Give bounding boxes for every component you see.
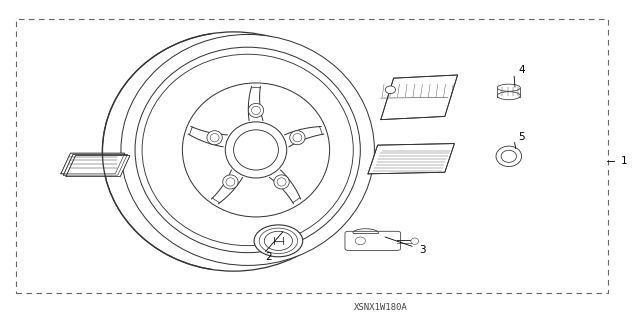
Polygon shape — [66, 156, 130, 176]
Ellipse shape — [355, 237, 365, 245]
Ellipse shape — [135, 47, 360, 253]
Ellipse shape — [501, 150, 516, 162]
Text: 3: 3 — [419, 245, 426, 256]
FancyBboxPatch shape — [497, 88, 520, 97]
Ellipse shape — [264, 231, 292, 250]
Ellipse shape — [182, 83, 330, 217]
Text: XSNX1W180A: XSNX1W180A — [354, 303, 408, 312]
Text: 2: 2 — [266, 252, 272, 262]
Ellipse shape — [207, 131, 222, 145]
Text: 4: 4 — [518, 65, 525, 75]
Ellipse shape — [274, 175, 289, 189]
Ellipse shape — [248, 103, 264, 117]
Ellipse shape — [496, 146, 522, 167]
Ellipse shape — [252, 106, 260, 115]
Ellipse shape — [497, 92, 520, 100]
Ellipse shape — [254, 225, 303, 257]
Polygon shape — [381, 75, 458, 120]
Ellipse shape — [226, 178, 235, 186]
Ellipse shape — [277, 178, 286, 186]
Ellipse shape — [121, 34, 374, 265]
Text: 5: 5 — [518, 132, 525, 142]
Polygon shape — [63, 154, 127, 175]
Ellipse shape — [142, 54, 353, 246]
FancyBboxPatch shape — [345, 231, 401, 250]
Ellipse shape — [497, 84, 520, 91]
Ellipse shape — [411, 238, 419, 244]
Polygon shape — [368, 144, 454, 174]
Ellipse shape — [210, 134, 219, 142]
Ellipse shape — [290, 131, 305, 145]
Ellipse shape — [102, 32, 365, 271]
Polygon shape — [61, 153, 125, 174]
Ellipse shape — [225, 122, 287, 178]
Bar — [16, 19, 608, 293]
Ellipse shape — [223, 175, 238, 189]
Ellipse shape — [234, 130, 278, 170]
Ellipse shape — [259, 228, 298, 254]
Ellipse shape — [293, 134, 302, 142]
Text: 1: 1 — [621, 156, 627, 166]
Ellipse shape — [385, 86, 396, 93]
